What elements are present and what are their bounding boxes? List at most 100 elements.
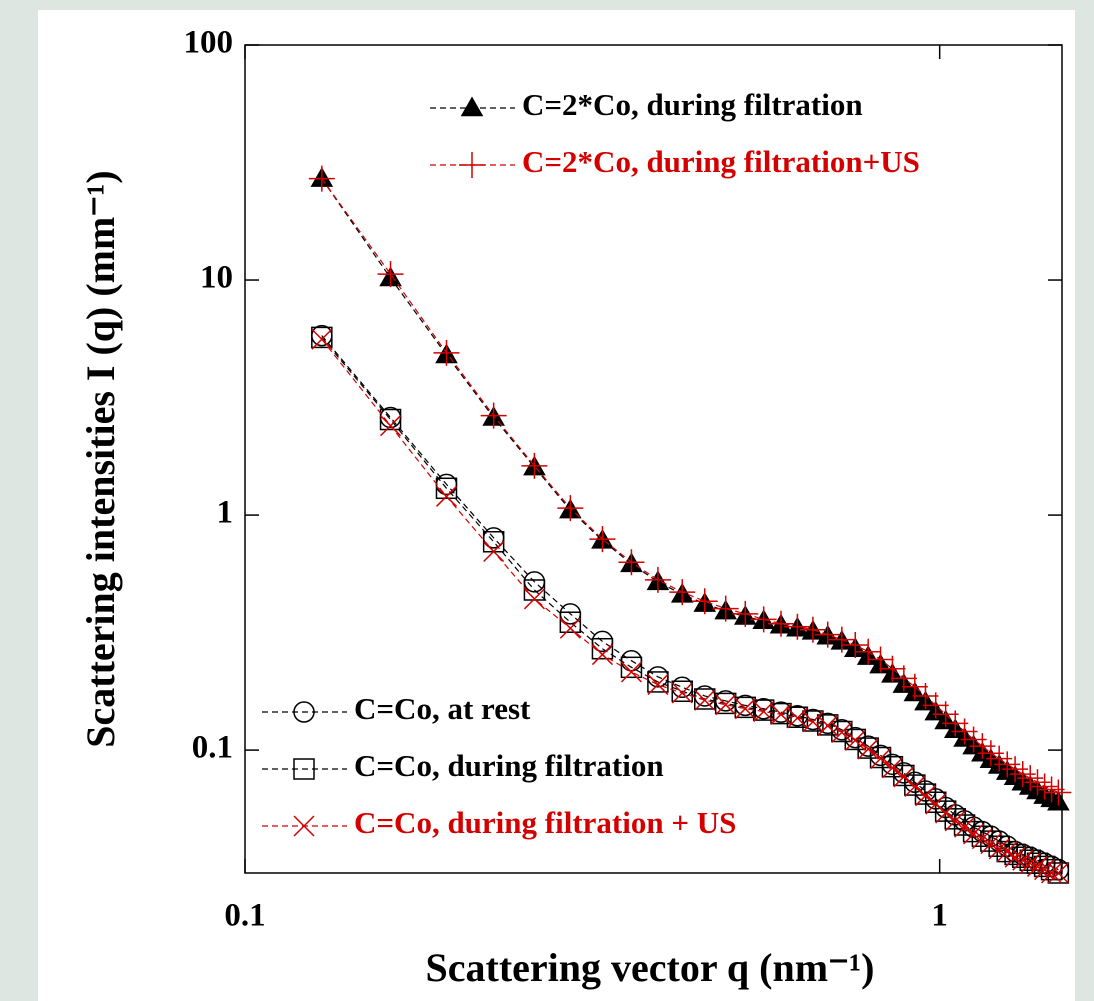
marker-square — [844, 728, 867, 751]
marker-x — [770, 703, 792, 725]
marker-x — [753, 700, 775, 723]
marker-x — [1026, 855, 1049, 877]
marker-x — [893, 766, 915, 788]
marker-square — [559, 611, 582, 633]
marker-x — [817, 715, 839, 737]
marker-x — [380, 415, 402, 437]
marker-x — [559, 617, 581, 639]
marker-plus — [814, 621, 841, 648]
marker-x — [715, 694, 737, 716]
marker-x — [831, 721, 853, 743]
x-tick-label: 1 — [931, 898, 948, 934]
marker-plus — [732, 600, 759, 627]
marker-circle — [293, 701, 315, 723]
marker-x — [311, 328, 333, 350]
marker-plus — [669, 579, 696, 606]
marker-x — [857, 738, 879, 760]
marker-square — [647, 671, 669, 693]
marker-x — [620, 661, 642, 683]
marker-plus — [557, 495, 584, 522]
legend-label: C=2*Co, during filtration+US — [522, 144, 920, 179]
marker-plus — [994, 751, 1021, 778]
legend-label: C=Co, at rest — [354, 691, 531, 726]
marker-x — [988, 838, 1010, 860]
series-line — [321, 178, 1059, 794]
marker-x — [870, 748, 892, 770]
marker-x — [844, 729, 866, 751]
marker-x — [904, 775, 926, 798]
marker-x — [1004, 846, 1026, 868]
marker-x — [1012, 849, 1034, 871]
legend-label: C=Co, during filtration + US — [354, 805, 736, 840]
marker-plus — [377, 261, 404, 288]
y-tick-label: 100 — [184, 25, 234, 61]
marker-x — [1034, 859, 1056, 881]
marker-x — [954, 816, 976, 838]
marker-plus — [1045, 779, 1072, 806]
marker-square — [293, 758, 315, 780]
marker-plus — [912, 682, 939, 709]
marker-plus — [521, 452, 548, 479]
legend-label: C=2*Co, during filtration — [522, 87, 863, 122]
marker-x — [591, 644, 613, 666]
marker-plus — [459, 152, 485, 178]
marker-plus — [691, 588, 718, 615]
legend-label: C=Co, during filtration — [354, 748, 664, 783]
marker-x — [523, 588, 545, 610]
marker-square — [752, 699, 775, 721]
marker-square — [620, 656, 643, 679]
x-tick-label: 0.1 — [224, 898, 265, 934]
marker-square — [435, 477, 458, 500]
marker-plus — [855, 638, 882, 665]
marker-square — [734, 696, 757, 719]
marker-plus — [842, 632, 869, 659]
marker-x — [786, 707, 808, 729]
marker-square — [591, 637, 614, 660]
marker-x — [1041, 862, 1063, 884]
y-tick-label: 1 — [217, 495, 234, 531]
marker-x — [435, 485, 458, 507]
marker-square — [671, 680, 693, 702]
marker-square — [523, 579, 546, 601]
marker-plus — [1038, 776, 1065, 803]
y-tick-label: 0.1 — [192, 730, 233, 766]
panel — [38, 10, 1075, 1001]
marker-x — [293, 815, 315, 837]
marker-x — [671, 682, 693, 704]
x-axis-label: Scattering vector q (nm⁻¹) — [426, 945, 875, 990]
marker-plus — [433, 339, 460, 366]
marker-x — [1047, 862, 1069, 884]
marker-square — [1019, 849, 1041, 871]
marker-square — [869, 746, 892, 769]
marker-square — [881, 755, 904, 778]
y-axis-label: Scattering intensities I (q) (mm⁻¹) — [78, 170, 123, 747]
marker-x — [881, 757, 903, 779]
marker-plus — [1002, 756, 1029, 783]
marker-plus — [1017, 765, 1044, 792]
plot-frame — [244, 44, 1063, 874]
marker-plus — [1031, 773, 1058, 800]
marker-x — [914, 785, 936, 807]
marker-plus — [618, 549, 645, 576]
marker-plus — [879, 655, 906, 682]
marker-square — [953, 814, 976, 836]
marker-square — [379, 408, 402, 431]
marker-x — [1019, 852, 1041, 874]
marker-x — [944, 810, 966, 832]
marker-plus — [828, 626, 855, 653]
marker-plus — [589, 526, 616, 553]
marker-triangle — [460, 96, 484, 117]
marker-plus — [308, 165, 335, 192]
marker-square — [693, 688, 716, 710]
marker-plus — [768, 610, 795, 637]
marker-plus — [712, 595, 739, 622]
marker-x — [647, 674, 669, 696]
marker-square — [1026, 852, 1049, 875]
marker-plus — [799, 616, 826, 643]
marker-square — [816, 714, 839, 736]
marker-x — [483, 540, 505, 563]
marker-square — [1033, 855, 1056, 878]
marker-plus — [1024, 769, 1051, 796]
marker-square — [311, 326, 333, 349]
